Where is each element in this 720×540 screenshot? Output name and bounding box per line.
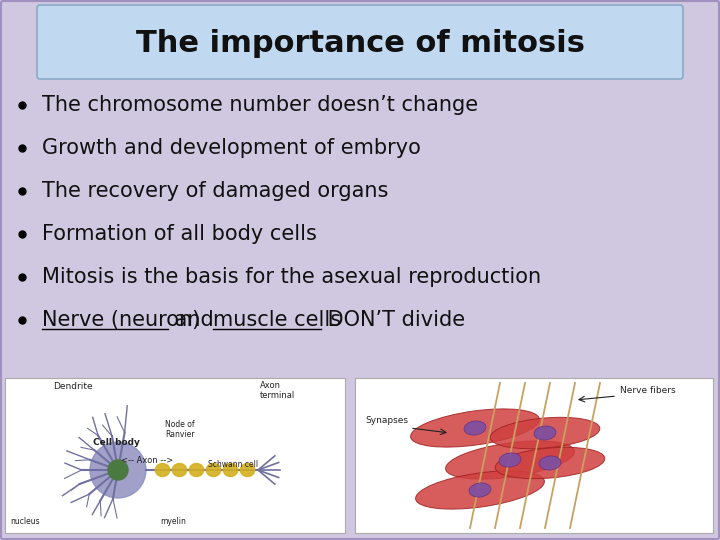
Ellipse shape <box>223 463 238 476</box>
Bar <box>5 378 345 533</box>
Ellipse shape <box>499 453 521 467</box>
Ellipse shape <box>410 409 539 447</box>
Text: DON’T divide: DON’T divide <box>321 310 465 330</box>
Text: Formation of all body cells: Formation of all body cells <box>42 224 317 244</box>
Text: The importance of mitosis: The importance of mitosis <box>135 30 585 58</box>
Ellipse shape <box>240 463 255 476</box>
Text: Mitosis is the basis for the asexual reproduction: Mitosis is the basis for the asexual rep… <box>42 267 541 287</box>
Text: Node of
Ranvier: Node of Ranvier <box>165 420 195 440</box>
Circle shape <box>90 442 146 498</box>
Text: muscle cells: muscle cells <box>213 310 341 330</box>
Text: Cell body: Cell body <box>93 438 140 447</box>
Text: Growth and development of embryo: Growth and development of embryo <box>42 138 421 158</box>
Text: Nerve (neuron): Nerve (neuron) <box>42 310 200 330</box>
Ellipse shape <box>446 441 575 479</box>
Text: and: and <box>168 310 220 330</box>
Ellipse shape <box>206 463 221 476</box>
Text: The recovery of damaged organs: The recovery of damaged organs <box>42 181 388 201</box>
Bar <box>355 378 713 533</box>
Ellipse shape <box>464 421 486 435</box>
Text: nucleus: nucleus <box>10 517 40 526</box>
Ellipse shape <box>415 471 544 509</box>
Text: Dendrite: Dendrite <box>53 382 93 391</box>
Text: Schwann cell: Schwann cell <box>208 460 258 469</box>
Ellipse shape <box>189 463 204 476</box>
Ellipse shape <box>490 417 600 449</box>
Ellipse shape <box>469 483 491 497</box>
Text: Nerve fibers: Nerve fibers <box>620 386 675 395</box>
Ellipse shape <box>539 456 561 470</box>
Text: The chromosome number doesn’t change: The chromosome number doesn’t change <box>42 95 478 115</box>
Ellipse shape <box>172 463 186 476</box>
Text: myelin: myelin <box>160 517 186 526</box>
Ellipse shape <box>495 447 605 478</box>
Text: Synapses: Synapses <box>365 416 408 425</box>
Ellipse shape <box>156 463 170 476</box>
FancyBboxPatch shape <box>37 5 683 79</box>
Text: Axon
terminal: Axon terminal <box>260 381 295 400</box>
Ellipse shape <box>534 426 556 440</box>
Circle shape <box>108 460 128 480</box>
Text: <-- Axon -->: <-- Axon --> <box>121 456 173 465</box>
